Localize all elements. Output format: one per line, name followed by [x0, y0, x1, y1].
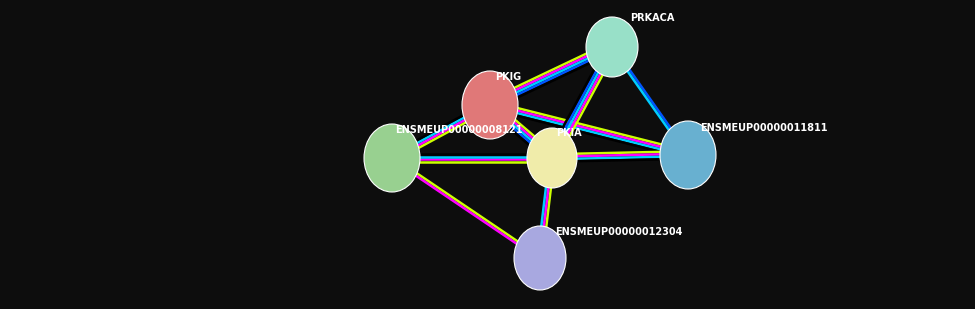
Text: ENSMEUP00000012304: ENSMEUP00000012304 [555, 227, 682, 237]
Text: PKIA: PKIA [556, 128, 582, 138]
Text: ENSMEUP00000008121: ENSMEUP00000008121 [395, 125, 523, 135]
Ellipse shape [364, 124, 420, 192]
Ellipse shape [462, 71, 518, 139]
Ellipse shape [660, 121, 716, 189]
Ellipse shape [586, 17, 638, 77]
Text: PRKACA: PRKACA [630, 13, 675, 23]
Text: PKIG: PKIG [495, 72, 521, 82]
Ellipse shape [527, 128, 577, 188]
Text: ENSMEUP00000011811: ENSMEUP00000011811 [700, 123, 828, 133]
Ellipse shape [514, 226, 566, 290]
